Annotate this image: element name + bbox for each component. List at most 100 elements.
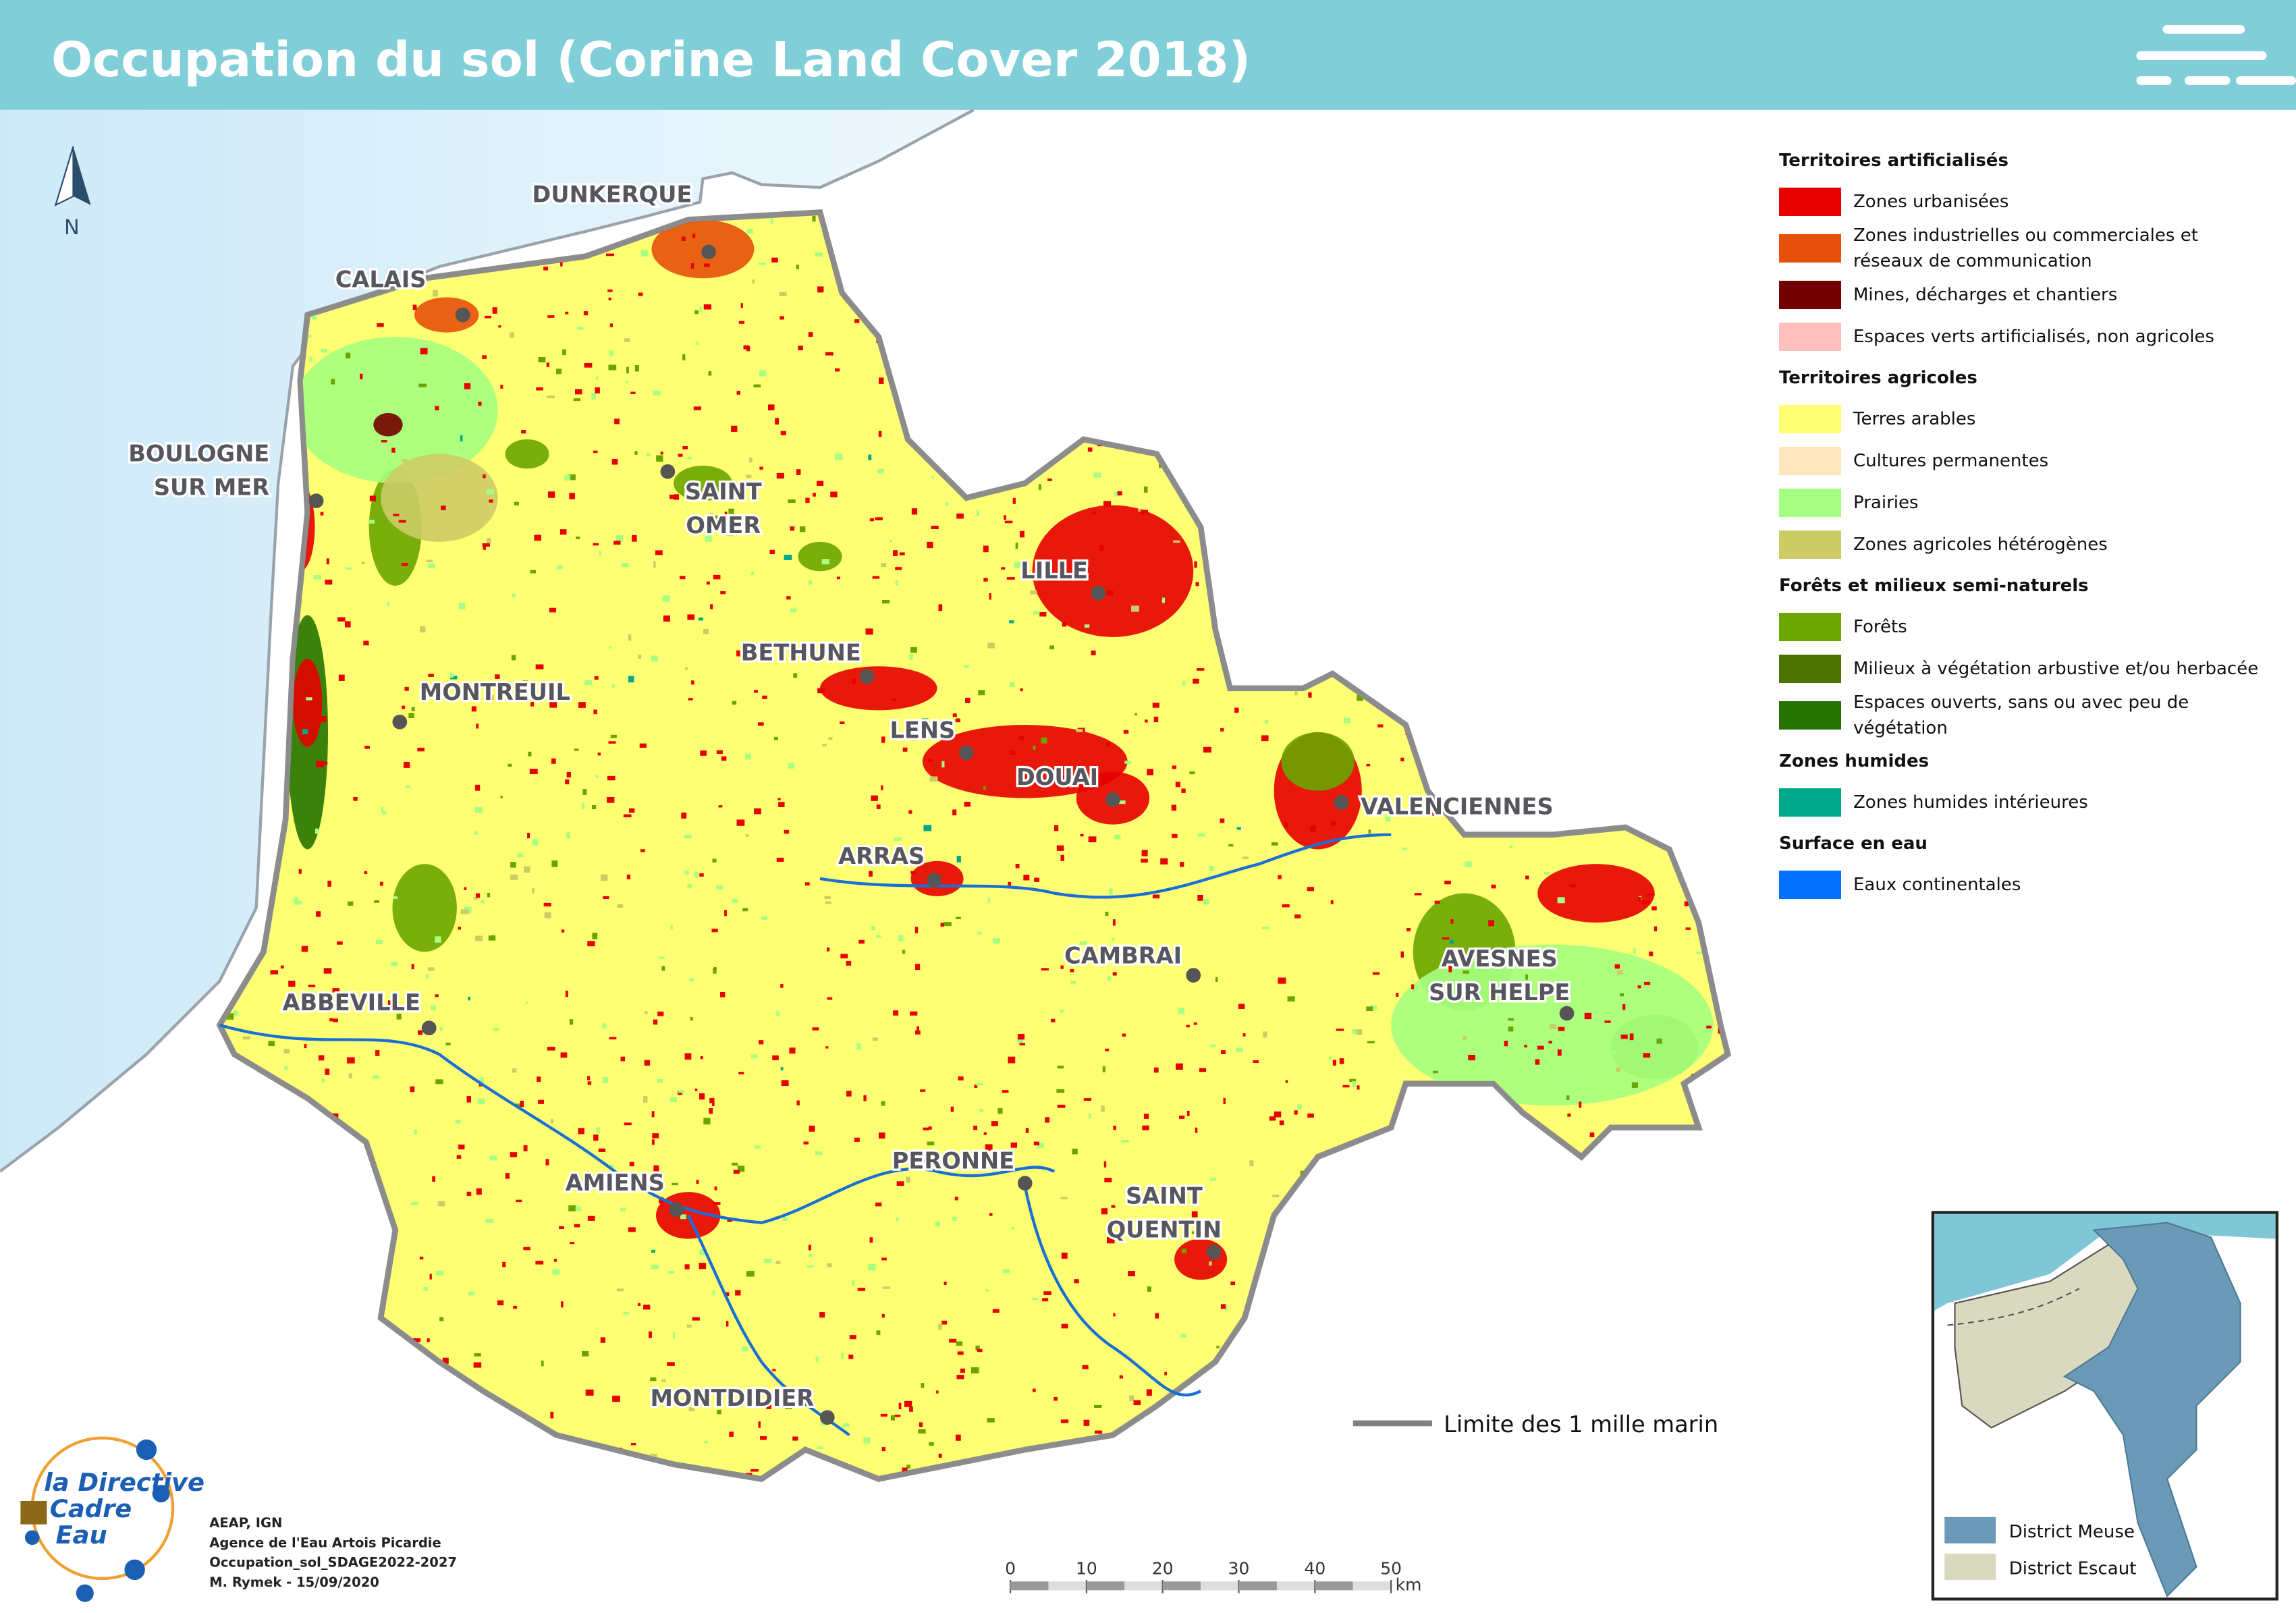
land-speck	[1440, 994, 1444, 1001]
land-speck	[1113, 1313, 1116, 1317]
land-speck	[764, 1258, 772, 1263]
land-speck	[891, 1415, 896, 1421]
land-speck	[550, 1118, 553, 1124]
land-speck	[825, 901, 832, 904]
land-speck	[474, 1353, 481, 1357]
land-speck	[863, 1095, 867, 1101]
land-speck	[931, 476, 935, 479]
land-speck	[992, 1151, 999, 1154]
header-title: Occupation du sol (Corine Land Cover 201…	[51, 32, 1251, 88]
land-speck	[474, 806, 483, 813]
land-speck	[1234, 707, 1239, 713]
land-speck	[1036, 1143, 1044, 1149]
land-speck	[468, 996, 470, 1001]
land-speck	[608, 364, 617, 371]
land-speck	[639, 743, 647, 748]
land-speck	[910, 647, 917, 653]
city-label: CALAIS	[335, 266, 427, 292]
land-speck	[547, 1047, 555, 1051]
land-speck	[822, 744, 827, 746]
land-speck	[983, 545, 989, 553]
land-speck	[486, 489, 494, 495]
land-speck	[361, 562, 365, 565]
land-speck	[649, 1454, 657, 1458]
land-speck	[1557, 1049, 1562, 1056]
land-speck	[709, 1108, 713, 1114]
land-speck	[364, 871, 368, 875]
logo-text: la Directive	[44, 1468, 204, 1497]
land-speck	[955, 718, 960, 723]
credit-line: M. Rymek - 15/09/2020	[209, 1575, 379, 1590]
land-speck	[1448, 965, 1452, 973]
land-speck	[1121, 1139, 1130, 1143]
land-speck	[790, 526, 795, 531]
land-speck	[895, 580, 898, 586]
land-speck	[1651, 906, 1657, 910]
legend-label: Mines, décharges et chantiers	[1853, 285, 2118, 305]
land-speck	[704, 1440, 709, 1444]
land-speck	[956, 856, 961, 863]
land-speck	[1434, 900, 1440, 904]
land-speck	[1637, 985, 1641, 989]
land-speck	[307, 694, 312, 696]
land-speck	[398, 520, 406, 523]
land-speck	[781, 1080, 789, 1087]
land-speck	[427, 967, 435, 971]
land-speck	[732, 701, 737, 705]
land-speck	[1191, 1231, 1197, 1234]
land-speck	[928, 759, 933, 763]
land-speck	[965, 697, 971, 703]
land-speck	[411, 707, 415, 711]
land-speck	[482, 543, 490, 547]
land-speck	[1642, 900, 1650, 904]
land-speck	[1271, 842, 1278, 846]
land-speck	[333, 1018, 338, 1022]
land-speck	[735, 1290, 741, 1296]
land-speck	[411, 1202, 418, 1205]
land-speck	[1584, 1012, 1592, 1020]
land-speck	[439, 1317, 444, 1321]
land-speck	[651, 1139, 655, 1145]
land-speck	[402, 459, 408, 462]
land-speck	[852, 1280, 854, 1286]
land-speck	[1002, 1090, 1009, 1093]
land-speck	[1352, 1029, 1357, 1035]
land-speck	[561, 929, 565, 933]
land-speck	[638, 654, 642, 659]
scale-segment	[1162, 1581, 1201, 1591]
land-speck	[485, 315, 491, 319]
land-speck	[922, 718, 929, 725]
land-speck	[476, 1188, 482, 1195]
land-speck	[418, 383, 427, 387]
land-speck	[869, 518, 875, 522]
land-speck	[657, 1011, 664, 1016]
land-speck	[417, 1030, 423, 1035]
land-speck	[1047, 479, 1052, 481]
land-speck	[1112, 919, 1116, 926]
land-speck	[510, 862, 516, 868]
land-speck	[1491, 884, 1496, 889]
land-speck	[556, 565, 563, 570]
land-speck	[620, 1208, 626, 1211]
land-speck	[643, 1096, 648, 1103]
land-speck	[1015, 863, 1020, 869]
scale-segment	[1238, 1581, 1277, 1591]
land-speck	[708, 371, 712, 376]
land-speck	[466, 1191, 472, 1197]
city-dot	[1334, 795, 1349, 810]
scale-tick-label: 50	[1380, 1558, 1402, 1578]
land-speck	[549, 607, 557, 613]
inset-map: District Meuse District Escaut	[1931, 1211, 2278, 1601]
land-speck	[445, 1042, 451, 1045]
city-label: ARRAS	[838, 843, 925, 869]
land-speck	[1145, 719, 1148, 723]
land-speck	[800, 526, 806, 532]
land-speck	[935, 1222, 941, 1227]
land-speck	[759, 466, 763, 470]
land-speck	[1056, 845, 1064, 851]
land-speck	[1223, 1097, 1226, 1104]
land-speck	[497, 1300, 504, 1306]
land-speck	[849, 1335, 856, 1340]
land-speck	[613, 541, 621, 545]
land-patch	[820, 666, 937, 711]
